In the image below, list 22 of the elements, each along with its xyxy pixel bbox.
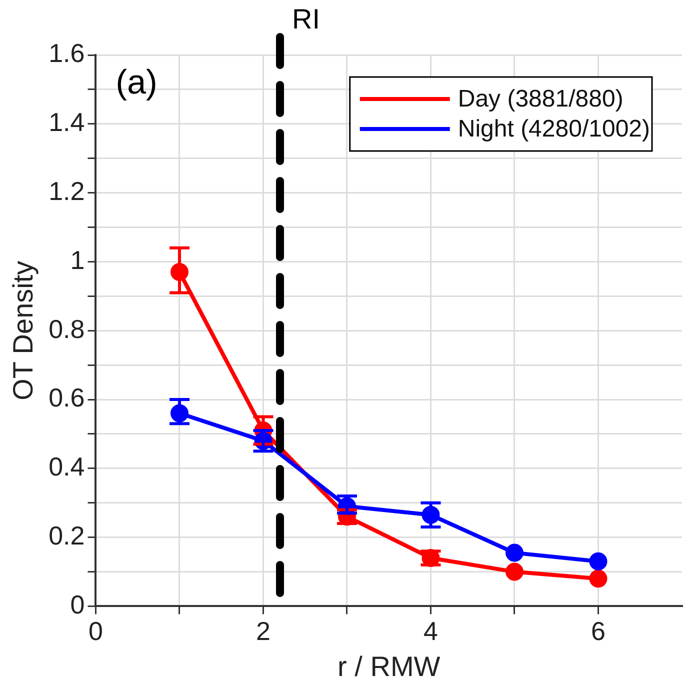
- annotation: (a): [116, 63, 158, 102]
- y-tick-label: 1.4: [48, 107, 85, 138]
- y-tick-label: 0: [70, 589, 85, 620]
- x-tick-label: 6: [591, 616, 606, 646]
- y-tick-label: 1: [70, 244, 85, 275]
- point: [506, 562, 524, 581]
- legend-label: Night (4280/1002): [458, 116, 650, 143]
- x-tick-label: 4: [424, 616, 438, 646]
- y-tick-label: 1.6: [48, 38, 85, 68]
- y-tick-label: 0.8: [48, 314, 85, 344]
- point: [506, 544, 524, 562]
- legend-label: Day (3881/880): [458, 86, 624, 113]
- ref-line-label: RI: [292, 4, 320, 35]
- x-axis-title: r / RMW: [338, 650, 441, 682]
- point: [589, 570, 608, 588]
- point: [589, 552, 608, 570]
- y-tick-label: 0.4: [48, 452, 85, 482]
- y-tick-label: 1.2: [48, 176, 85, 206]
- y-axis-title: OT Density: [8, 260, 39, 400]
- y-tick-label: 0.2: [48, 520, 85, 550]
- y-tick-label: 0.6: [48, 382, 85, 413]
- x-tick-label: 2: [256, 616, 270, 646]
